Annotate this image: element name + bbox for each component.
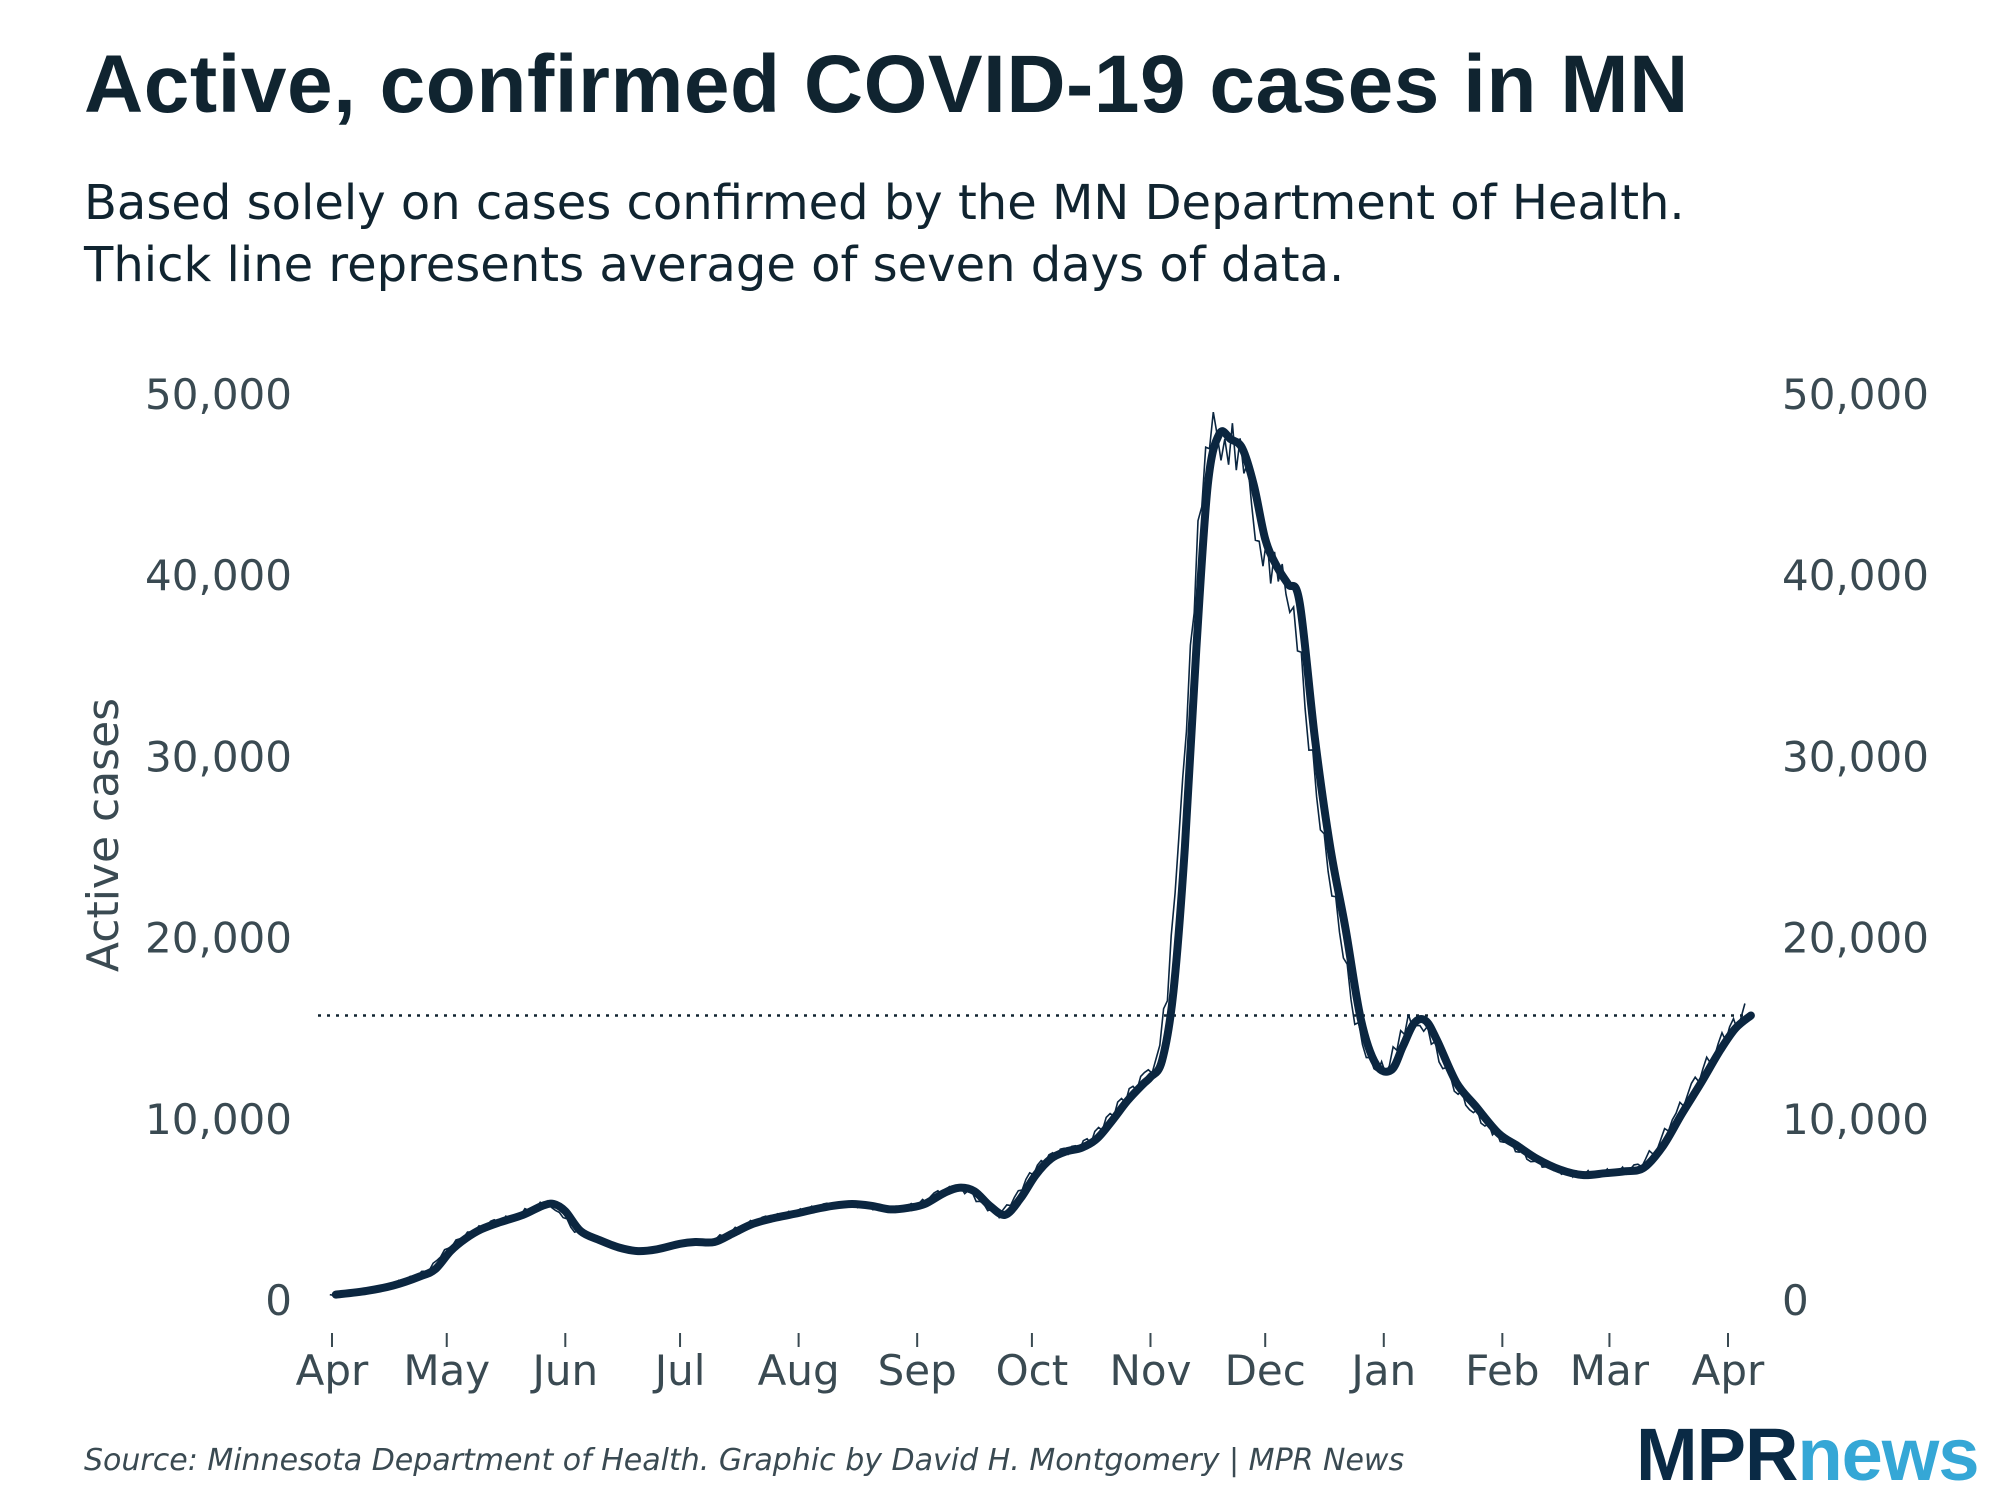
y-tick-label-right: 10,000 xyxy=(1782,1095,1929,1144)
logo-news: news xyxy=(1797,1413,1979,1496)
mpr-news-logo: MPRnews xyxy=(1636,1412,1980,1497)
y-tick-label-right: 0 xyxy=(1782,1276,1809,1325)
x-tick-label: Apr xyxy=(1692,1346,1765,1395)
y-tick-label-left: 50,000 xyxy=(145,370,292,419)
y-tick-label-left: 40,000 xyxy=(145,551,292,600)
y-tick-label-right: 50,000 xyxy=(1782,370,1929,419)
logo-mpr: MPR xyxy=(1636,1413,1798,1496)
seven-day-average-line xyxy=(331,427,1755,1299)
y-tick-label-left: 0 xyxy=(265,1276,292,1325)
x-tick-label: Apr xyxy=(296,1346,369,1395)
x-tick-label: Dec xyxy=(1225,1346,1306,1395)
x-axis: Apr May Jun Jul Aug Sep Oct Nov Dec Jan Feb Mar Apr xyxy=(296,1333,1765,1395)
chart-title: Active, confirmed COVID-19 cases in MN xyxy=(84,39,1689,130)
x-tick-label: Feb xyxy=(1465,1346,1539,1395)
y-tick-label-right: 30,000 xyxy=(1782,732,1929,781)
x-tick-label: Mar xyxy=(1570,1346,1650,1395)
daily-data-line xyxy=(329,411,1746,1297)
y-tick-label-right: 40,000 xyxy=(1782,551,1929,600)
y-tick-label-left: 30,000 xyxy=(145,732,292,781)
y-tick-label-left: 20,000 xyxy=(145,914,292,963)
x-tick-label: Aug xyxy=(758,1346,840,1395)
y-tick-label-right: 20,000 xyxy=(1782,914,1929,963)
x-tick-label: Oct xyxy=(996,1346,1069,1395)
subtitle-line-2: Thick line represents average of seven d… xyxy=(84,237,1345,293)
x-tick-label: May xyxy=(403,1346,490,1395)
y-axis-left: 0 10,000 20,000 30,000 40,000 50,000 xyxy=(145,370,292,1325)
x-tick-label: Jul xyxy=(652,1346,706,1395)
y-tick-label-left: 10,000 xyxy=(145,1095,292,1144)
x-tick-label: Nov xyxy=(1109,1346,1191,1395)
x-tick-label: Jan xyxy=(1348,1346,1416,1395)
source-note: Source: Minnesota Department of Health. … xyxy=(84,1443,1405,1478)
chart-subtitle: Based solely on cases confirmed by the M… xyxy=(84,172,1685,296)
x-tick-label: Jun xyxy=(529,1346,598,1395)
y-axis-label: Active cases xyxy=(78,698,129,972)
x-tick-label: Sep xyxy=(878,1346,957,1395)
y-axis-right: 0 10,000 20,000 30,000 40,000 50,000 xyxy=(1782,370,1929,1325)
subtitle-line-1: Based solely on cases confirmed by the M… xyxy=(84,175,1685,231)
